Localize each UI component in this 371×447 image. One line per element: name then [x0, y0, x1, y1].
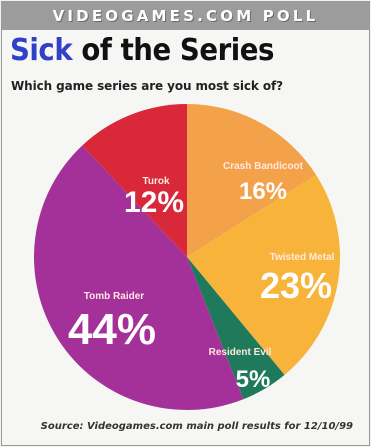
- source-note: Source: Videogames.com main poll results…: [40, 421, 353, 432]
- banner-text: VIDEOGAMES.COM POLL: [52, 7, 319, 25]
- slice-value-resident-evil: 5%: [236, 366, 271, 393]
- slice-value-turok: 12%: [124, 186, 184, 219]
- slice-value-crash-bandicoot: 16%: [239, 178, 287, 205]
- slice-name-resident-evil: Resident Evil: [209, 347, 272, 358]
- pie-slice-resident-evil: [187, 257, 285, 400]
- title-rest: of the Series: [81, 33, 274, 68]
- slice-name-crash-bandicoot: Crash Bandicoot: [223, 161, 304, 172]
- pie-slice-twisted-metal: [187, 175, 340, 375]
- pie-slice-turok: [82, 104, 187, 257]
- title-word-sick: Sick: [10, 33, 73, 68]
- slice-value-tomb-raider: 44%: [68, 305, 156, 354]
- slice-name-tomb-raider: Tomb Raider: [84, 291, 144, 302]
- chart-title: Sick of the Series: [10, 33, 274, 69]
- poll-banner: VIDEOGAMES.COM POLL: [2, 2, 369, 30]
- slice-name-turok: Turok: [142, 176, 169, 187]
- pie-slice-tomb-raider: [34, 145, 244, 410]
- pie-slice-crash-bandicoot: [187, 104, 317, 257]
- slice-value-twisted-metal: 23%: [260, 265, 332, 306]
- poll-question: Which game series are you most sick of?: [11, 79, 283, 93]
- slice-name-twisted-metal: Twisted Metal: [270, 252, 335, 263]
